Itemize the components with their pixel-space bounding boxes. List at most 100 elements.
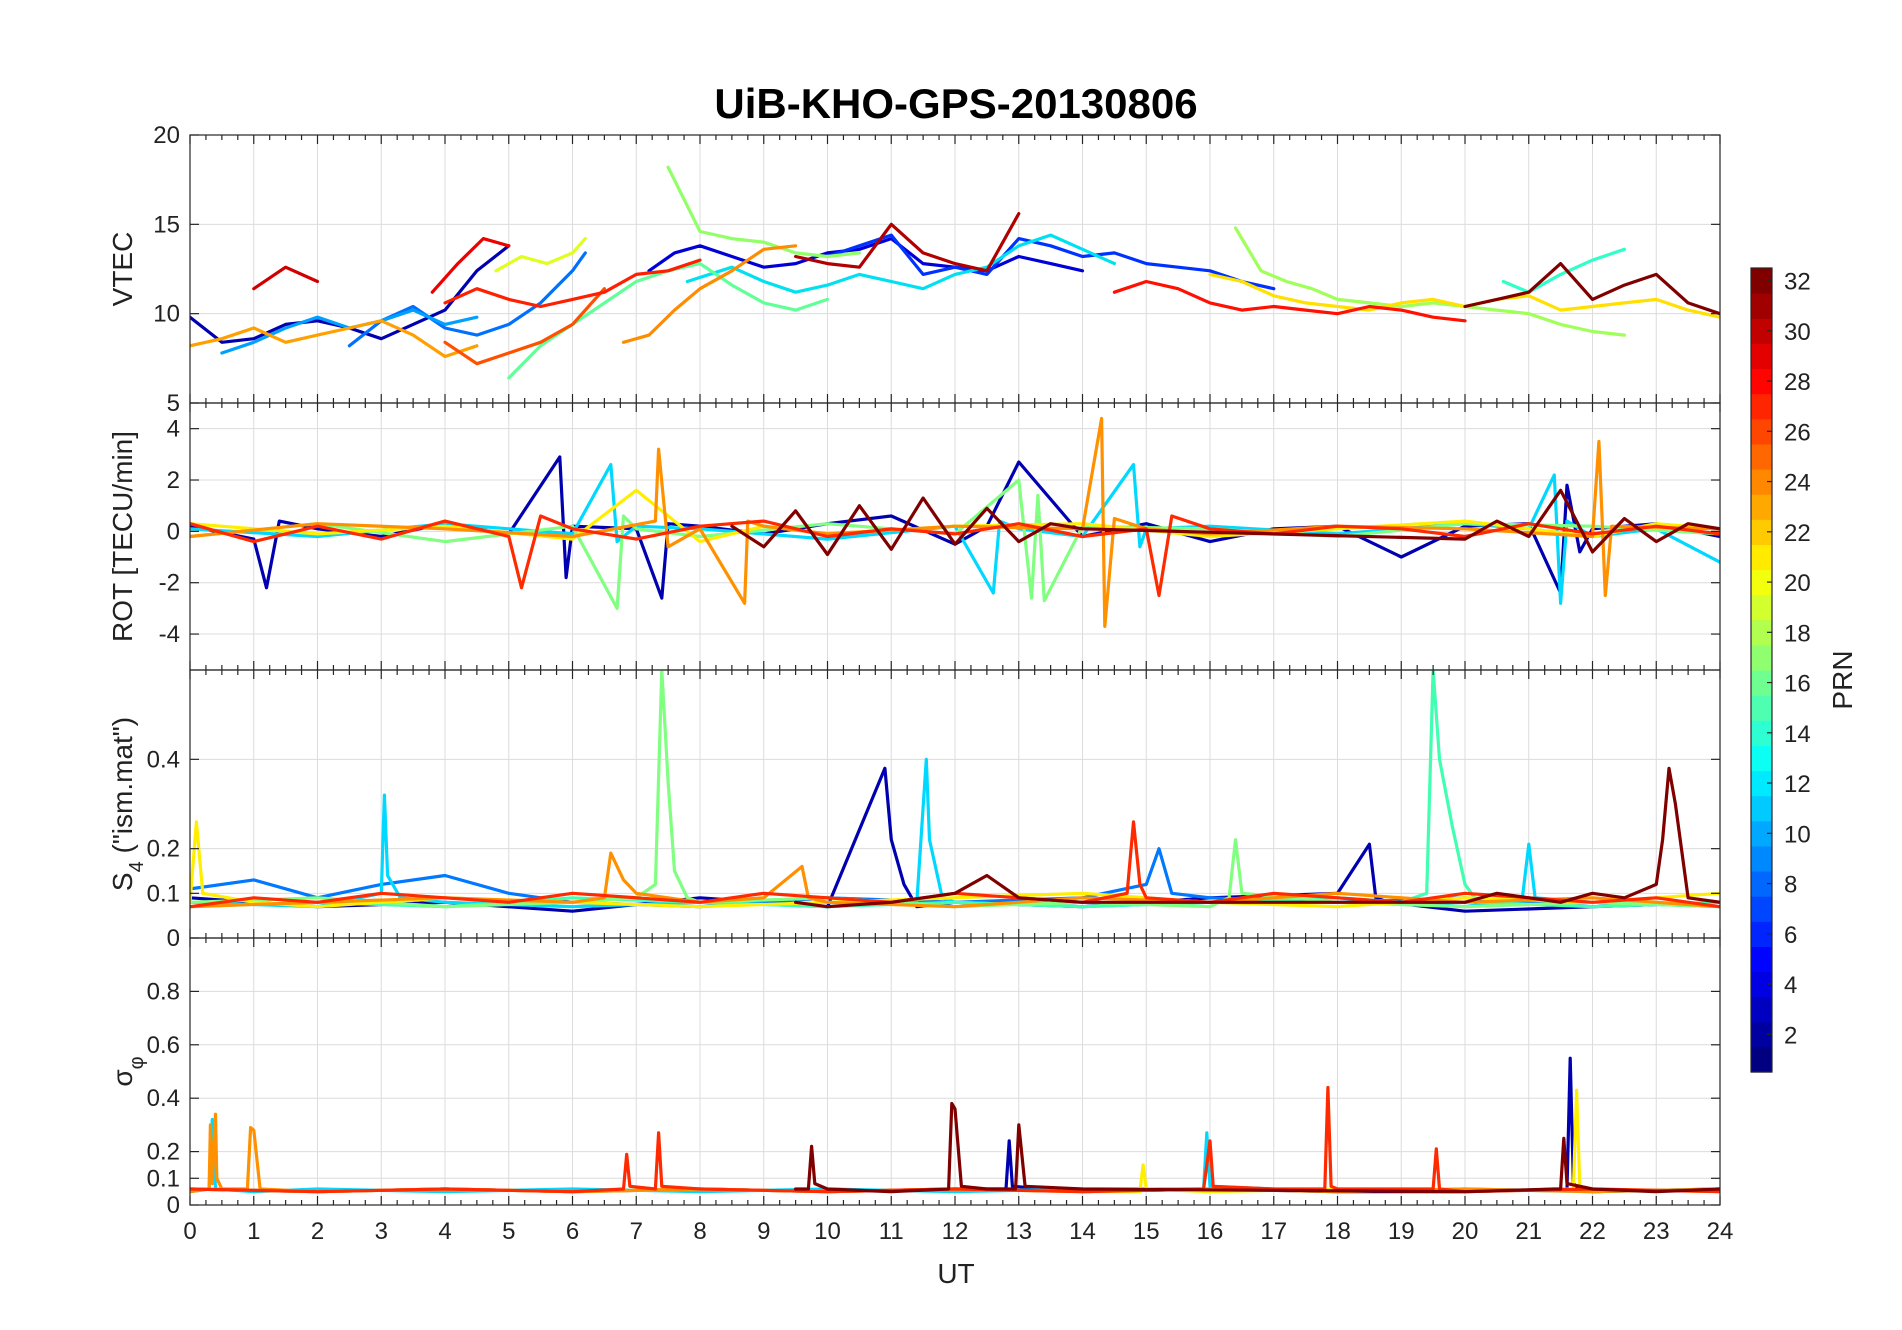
x-tick-label: 18 bbox=[1324, 1218, 1351, 1245]
x-tick-label: 8 bbox=[693, 1218, 706, 1245]
x-tick-label: 1 bbox=[247, 1218, 260, 1245]
x-tick-label: 23 bbox=[1643, 1218, 1670, 1245]
y-tick-label: 0.4 bbox=[147, 1085, 180, 1112]
colorbar-swatch bbox=[1751, 996, 1772, 1023]
series-line-prn-28 bbox=[443, 258, 702, 309]
colorbar-swatch bbox=[1751, 971, 1772, 998]
series-line-prn-12 bbox=[685, 233, 1116, 294]
colorbar-swatch bbox=[1751, 745, 1772, 772]
series-line-prn-3 bbox=[647, 237, 1085, 273]
colorbar-swatch bbox=[1751, 770, 1772, 797]
colorbar-swatch bbox=[1751, 318, 1772, 344]
y-tick-label: 10 bbox=[153, 301, 180, 328]
y-axis-label-s4: S4 ("ism.mat") bbox=[107, 717, 148, 891]
x-tick-label: 13 bbox=[1005, 1218, 1032, 1245]
x-tick-label: 24 bbox=[1707, 1218, 1734, 1245]
x-tick-label: 15 bbox=[1133, 1218, 1160, 1245]
y-tick-label: 0 bbox=[167, 925, 180, 952]
y-tick-label: -4 bbox=[159, 621, 180, 648]
colorbar-label: PRN bbox=[1827, 650, 1858, 709]
y-axis-label-vtec: VTEC bbox=[107, 232, 138, 307]
colorbar-swatch bbox=[1751, 946, 1772, 973]
x-tick-label: 22 bbox=[1579, 1218, 1606, 1245]
y-tick-label: 20 bbox=[153, 122, 180, 149]
colorbar-swatch bbox=[1751, 1021, 1772, 1048]
y-tick-label: 4 bbox=[167, 416, 180, 443]
colorbar-frame bbox=[1750, 267, 1773, 1073]
colorbar-swatch bbox=[1751, 619, 1772, 646]
colorbar-swatch bbox=[1751, 644, 1772, 671]
y-tick-label: 0.6 bbox=[147, 1032, 180, 1059]
colorbar-swatch bbox=[1751, 594, 1772, 621]
colorbar-tick-label: 2 bbox=[1784, 1022, 1797, 1049]
series-line-prn-29 bbox=[1112, 279, 1467, 323]
colorbar-swatch bbox=[1751, 494, 1772, 520]
x-tick-label: 9 bbox=[757, 1218, 770, 1245]
colorbar-swatch bbox=[1751, 845, 1772, 872]
x-tick-label: 3 bbox=[375, 1218, 388, 1245]
colorbar-tick-label: 18 bbox=[1784, 620, 1811, 647]
colorbar-tick-label: 30 bbox=[1784, 319, 1811, 346]
series-line-prn-5 bbox=[825, 233, 1276, 291]
colorbar-tick-label: 12 bbox=[1784, 771, 1811, 798]
colorbar-swatch bbox=[1751, 720, 1772, 746]
series-group-rot bbox=[190, 416, 1720, 628]
y-tick-label: 0 bbox=[167, 518, 180, 545]
series-line-prn-32 bbox=[1463, 262, 1720, 316]
colorbar-tick-label: 16 bbox=[1784, 671, 1811, 698]
x-tick-label: 14 bbox=[1069, 1218, 1096, 1245]
series-group-s4 bbox=[190, 670, 1720, 913]
y-tick-label: 0.4 bbox=[147, 746, 180, 773]
colorbar-swatch bbox=[1751, 293, 1772, 319]
colorbar-tick-label: 32 bbox=[1784, 269, 1811, 296]
x-tick-label: 7 bbox=[630, 1218, 643, 1245]
x-tick-label: 16 bbox=[1197, 1218, 1224, 1245]
colorbar-swatch bbox=[1751, 896, 1772, 922]
colorbar-swatch bbox=[1751, 820, 1772, 847]
series-line-prn-28 bbox=[190, 514, 1720, 598]
chart-title: UiB-KHO-GPS-20130806 bbox=[714, 80, 1197, 127]
panel-sigma_phi: 00.10.2 0.4 0.6 0.8 σφ bbox=[107, 937, 1721, 1219]
colorbar-tick-label: 8 bbox=[1784, 872, 1797, 899]
y-tick-label: 0.1 bbox=[147, 1165, 180, 1192]
colorbar-swatch bbox=[1751, 695, 1772, 721]
series-group-sigma_phi bbox=[190, 1056, 1720, 1194]
x-tick-label: 21 bbox=[1515, 1218, 1542, 1245]
series-line-prn-12 bbox=[190, 757, 1720, 909]
y-tick-label: 15 bbox=[153, 211, 180, 238]
x-tick-label: 5 bbox=[502, 1218, 515, 1245]
series-line-prn-23 bbox=[190, 319, 479, 359]
series-line-prn-17 bbox=[1233, 226, 1626, 337]
series-line-prn-29 bbox=[430, 237, 511, 294]
x-tick-label: 12 bbox=[942, 1218, 969, 1245]
x-tick-label: 2 bbox=[311, 1218, 324, 1245]
series-line-prn-26 bbox=[443, 287, 606, 366]
colorbar-swatch bbox=[1751, 1046, 1772, 1073]
colorbar-swatch bbox=[1751, 519, 1772, 545]
panel-rot: -4 -2 0 2 4 ROT [TECU/min] bbox=[107, 402, 1721, 671]
series-line-prn-17 bbox=[666, 165, 861, 259]
y-tick-label: 0 bbox=[167, 1192, 180, 1219]
colorbar-tick-label: 6 bbox=[1784, 922, 1797, 949]
colorbar-swatch bbox=[1751, 393, 1772, 420]
y-tick-label: 0.1 bbox=[147, 880, 180, 907]
x-tick-label: 0 bbox=[183, 1218, 196, 1245]
series-group-vtec bbox=[190, 165, 1720, 380]
series-line-prn-20 bbox=[494, 237, 587, 273]
x-tick-label: 19 bbox=[1388, 1218, 1415, 1245]
x-tick-label: 6 bbox=[566, 1218, 579, 1245]
colorbar-tick-label: 22 bbox=[1784, 520, 1811, 547]
y-axis-label-rot: ROT [TECU/min] bbox=[107, 431, 138, 642]
y-tick-label: 0.2 bbox=[147, 836, 180, 863]
colorbar-tick-label: 14 bbox=[1784, 721, 1811, 748]
colorbar-swatch bbox=[1751, 569, 1772, 596]
y-tick-label: 5 bbox=[167, 390, 180, 417]
series-line-prn-31 bbox=[794, 212, 1021, 273]
colorbar-swatch bbox=[1751, 795, 1772, 822]
y-tick-label: 0.2 bbox=[147, 1139, 180, 1166]
colorbar-tick-label: 20 bbox=[1784, 570, 1811, 597]
colorbar-swatch bbox=[1751, 469, 1772, 495]
colorbar-tick-label: 10 bbox=[1784, 821, 1811, 848]
